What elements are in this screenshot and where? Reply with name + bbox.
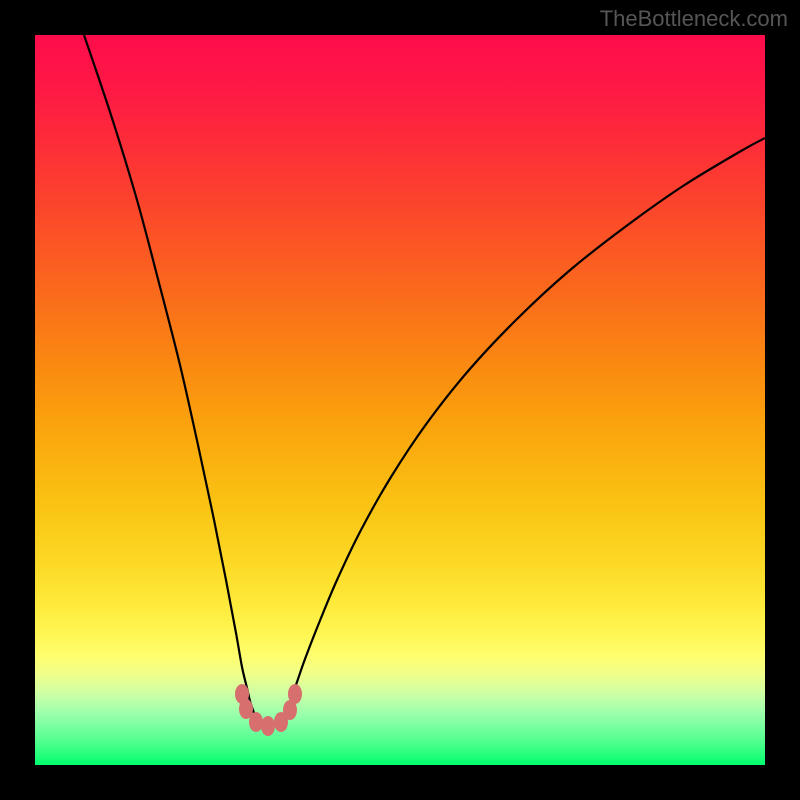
trough-marker: [261, 716, 275, 736]
trough-marker: [288, 684, 302, 704]
left-curve: [84, 35, 254, 713]
watermark-text: TheBottleneck.com: [600, 6, 788, 32]
chart-container: TheBottleneck.com: [0, 0, 800, 800]
curve-layer: [35, 35, 765, 765]
trough-markers: [235, 684, 302, 736]
plot-area: [35, 35, 765, 765]
trough-marker: [249, 712, 263, 732]
right-curve: [287, 138, 765, 713]
